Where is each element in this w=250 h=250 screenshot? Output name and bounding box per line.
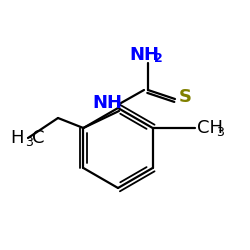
Text: S: S: [178, 88, 192, 106]
Text: 3: 3: [216, 126, 224, 138]
Text: NH: NH: [92, 94, 122, 112]
Text: H: H: [10, 129, 24, 147]
Text: 2: 2: [154, 52, 162, 66]
Text: 3: 3: [25, 136, 33, 148]
Text: CH: CH: [197, 119, 223, 137]
Text: NH: NH: [129, 46, 159, 64]
Text: C: C: [32, 129, 44, 147]
